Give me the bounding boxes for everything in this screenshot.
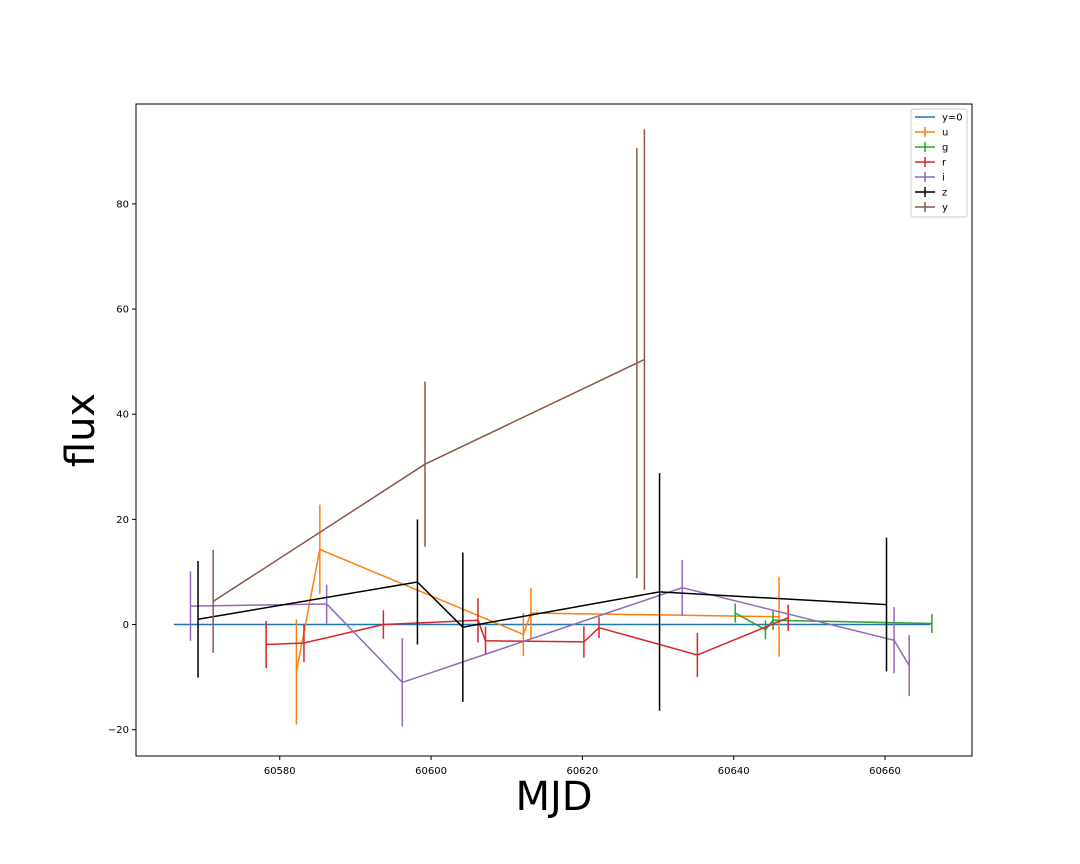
series-line-r (266, 617, 789, 656)
legend-entry-i: i (915, 172, 945, 184)
series-line-u (295, 548, 780, 673)
legend-entry-y: y (915, 202, 948, 214)
legend-label: y (942, 203, 948, 214)
legend-entry-r: r (915, 157, 947, 169)
legend-label: r (942, 158, 947, 169)
ticks-layer: 60580 60600 60620 60640 60660 −20 0 20 40 60 80 (108, 199, 901, 777)
y-tick-label: 20 (116, 515, 129, 526)
y-tick-label: −20 (108, 725, 129, 736)
x-tick-label: 60640 (718, 766, 750, 777)
legend-label: i (942, 173, 945, 184)
legend-entry-g: g (915, 142, 948, 154)
x-tick-label: 60580 (264, 766, 296, 777)
legend-label: g (942, 143, 948, 154)
y-tick-label: 80 (116, 199, 129, 210)
series-u (295, 504, 780, 725)
y-tick-label: 60 (116, 305, 129, 316)
legend-label: u (942, 128, 948, 139)
x-tick-label: 60600 (415, 766, 447, 777)
legend-entry-y0: y=0 (915, 113, 963, 124)
y-axis-title: flux (58, 393, 104, 467)
y-tick-label: 40 (116, 410, 129, 421)
plot-area (136, 104, 972, 756)
series-y (212, 129, 646, 653)
series-layer (173, 129, 933, 727)
x-tick-label: 60660 (869, 766, 901, 777)
series-z (197, 473, 888, 711)
legend-label: y=0 (942, 113, 963, 124)
legend-entry-z: z (915, 187, 947, 199)
series-line-i (190, 586, 910, 684)
y-tick-label: 0 (123, 620, 129, 631)
legend-label: z (942, 188, 947, 199)
x-axis-title: MJD (515, 774, 592, 820)
series-i (189, 559, 910, 727)
series-r (265, 598, 789, 678)
x-tick-label: 60620 (566, 766, 598, 777)
legend-box (910, 108, 968, 218)
plot-frame (135, 103, 973, 757)
series-line-y (212, 358, 645, 603)
series-line-z (197, 581, 887, 629)
legend-entry-u: u (915, 127, 948, 139)
